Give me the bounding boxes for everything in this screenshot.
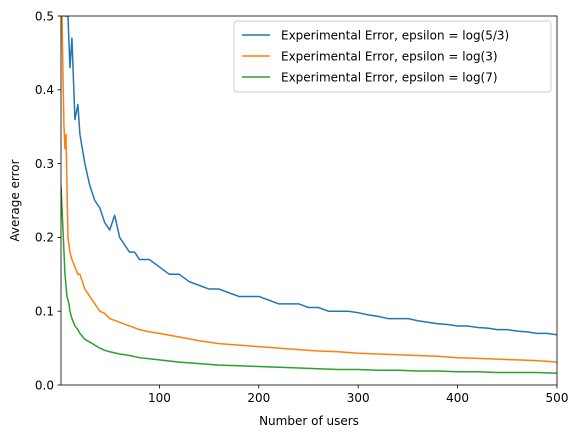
y-tick-label: 0.4 <box>35 83 54 97</box>
series-line-3 <box>61 184 557 374</box>
legend-box <box>233 20 552 93</box>
y-axis-ticks: 0.0 0.1 0.2 0.3 0.4 0.5 <box>35 9 61 392</box>
x-tick-label: 200 <box>247 391 270 405</box>
axes-frame <box>60 15 558 386</box>
legend-label: Experimental Error, epsilon = log(3) <box>281 49 498 63</box>
y-tick-label: 0.1 <box>35 305 54 319</box>
y-tick-label: 0.2 <box>35 231 54 245</box>
legend-label: Experimental Error, epsilon = log(7) <box>281 70 498 84</box>
x-tick-label: 100 <box>148 391 171 405</box>
y-axis-label: Average error <box>8 159 22 241</box>
y-tick-label: 0.0 <box>35 378 54 392</box>
y-tick-label: 0.3 <box>35 157 54 171</box>
y-tick-label: 0.5 <box>35 9 54 23</box>
x-axis-ticks: 100 200 300 400 500 <box>148 385 569 405</box>
x-tick-label: 400 <box>446 391 469 405</box>
x-axis-label: Number of users <box>259 414 359 428</box>
series-layer <box>61 16 557 374</box>
legend: Experimental Error, epsilon = log(5/3) Ex… <box>233 20 552 93</box>
series-line-2 <box>61 16 557 363</box>
x-tick-label: 500 <box>546 391 569 405</box>
x-tick-label: 300 <box>347 391 370 405</box>
legend-label: Experimental Error, epsilon = log(5/3) <box>281 28 509 42</box>
series-line-1 <box>64 16 557 336</box>
